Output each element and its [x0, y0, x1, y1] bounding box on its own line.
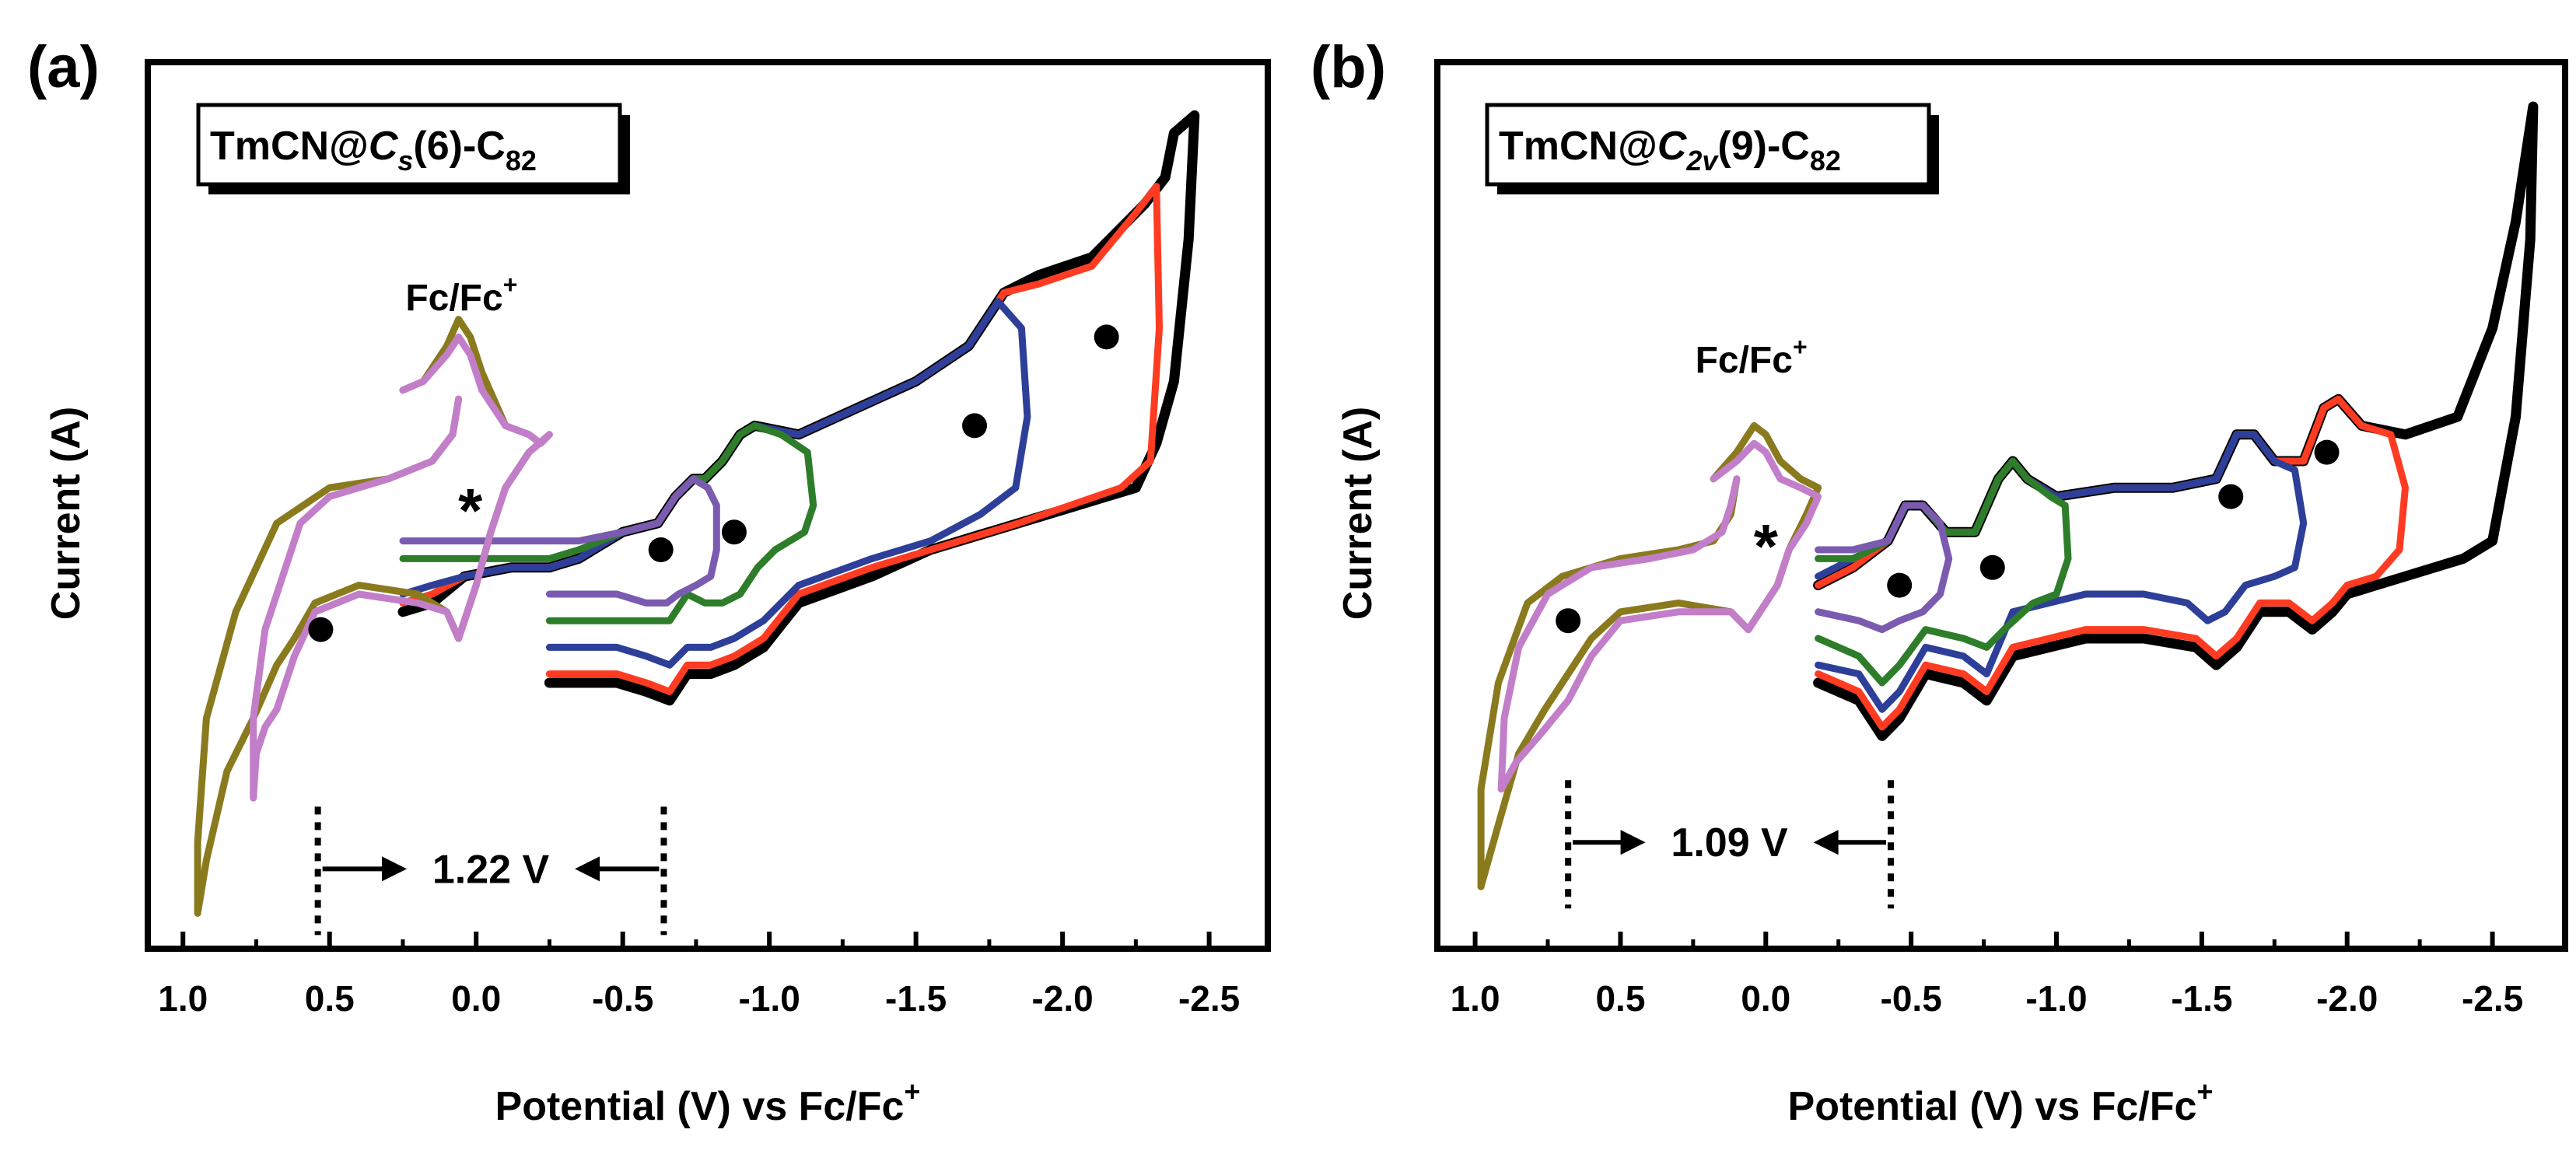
x-tick-label: -0.5	[1881, 978, 1942, 1019]
x-axis: 1.0 0.5 0.0 -0.5 -1.0 -1.5 -2.0 -2.5	[158, 932, 1240, 1019]
x-axis-label: Potential (V) vs Fc/Fc+	[1788, 1075, 2214, 1129]
x-tick-label: -1.0	[739, 978, 800, 1019]
title-box: TmCN@Cs(6)-C82	[196, 103, 630, 194]
gap-arrow-left-head	[382, 856, 408, 882]
ferrocene-label: Fc/Fc+	[1696, 333, 1808, 381]
data-dot-marker	[2314, 439, 2340, 465]
ferrocene-marker: *	[1754, 512, 1779, 581]
panel-title: TmCN@C2v(9)-C82	[1499, 124, 1841, 177]
gap-label: 1.22 V	[432, 847, 550, 892]
x-tick-label: -1.5	[2171, 978, 2232, 1019]
series-line-pink	[1497, 439, 1822, 793]
annotation-layer: * Fc/Fc+ 1.22 V	[308, 271, 1119, 935]
data-dot-marker	[308, 617, 334, 642]
panel-label: (b)	[1311, 34, 1386, 100]
x-tick-label: -2.0	[1031, 978, 1093, 1019]
annotation-layer: * Fc/Fc+ 1.09 V	[1556, 333, 2340, 909]
panel-a: (a) Current (A) TmCN@Cs(6)-C82 * Fc/Fc+ 1.…	[27, 34, 1271, 1129]
plot-frame	[145, 59, 1271, 952]
series-layer	[1477, 101, 2539, 890]
series-line-olive	[194, 316, 553, 917]
data-dot-marker	[962, 413, 988, 439]
series-line-olive	[1477, 421, 1822, 890]
series-line-blue	[399, 298, 1031, 669]
gap-arrow-left-head	[1620, 830, 1646, 855]
data-dot-marker	[1979, 554, 2005, 580]
x-tick-label: -1.5	[885, 978, 947, 1019]
data-dot-marker	[721, 519, 747, 545]
title-box-frame	[1485, 103, 1931, 187]
title-box: TmCN@C2v(9)-C82	[1485, 103, 1939, 194]
plot-frame	[1434, 59, 2568, 952]
data-dot-marker	[2218, 484, 2244, 509]
x-tick-label: -0.5	[592, 978, 653, 1019]
gap-arrow-right-head	[575, 856, 600, 882]
x-tick-label: -2.0	[2316, 978, 2378, 1019]
ferrocene-marker: *	[458, 476, 483, 545]
series-line-green	[399, 421, 817, 624]
gap-arrow-right-head	[1813, 830, 1839, 855]
data-dot-marker	[1556, 608, 1581, 634]
x-tick-label: 0.5	[1595, 978, 1645, 1019]
x-tick-label: 0.5	[305, 978, 355, 1019]
series-line-pink	[250, 333, 553, 802]
x-tick-label: -1.0	[2025, 978, 2087, 1019]
gap-label: 1.09 V	[1671, 820, 1788, 866]
data-dot-marker	[1094, 324, 1119, 350]
x-tick-label: 0.0	[1741, 978, 1790, 1019]
data-dot-marker	[1887, 572, 1913, 598]
series-line-purple	[1815, 502, 1953, 634]
x-tick-label: 0.0	[451, 978, 501, 1019]
y-axis-label: Current (A)	[44, 407, 89, 620]
ferrocene-label: Fc/Fc+	[405, 271, 517, 319]
data-dot-marker	[648, 537, 674, 562]
x-axis-label: Potential (V) vs Fc/Fc+	[495, 1075, 921, 1129]
series-line-purple	[399, 475, 720, 607]
panel-title: TmCN@Cs(6)-C82	[210, 124, 537, 177]
series-layer	[194, 110, 1200, 917]
x-tick-label: -2.5	[2462, 978, 2523, 1019]
x-axis: 1.0 0.5 0.0 -0.5 -1.0 -1.5 -2.0 -2.5	[1451, 932, 2523, 1019]
x-tick-label: 1.0	[1451, 978, 1500, 1019]
x-tick-label: 1.0	[158, 978, 208, 1019]
title-box-frame	[196, 103, 622, 187]
y-axis-label: Current (A)	[1335, 407, 1381, 620]
x-tick-label: -2.5	[1178, 978, 1240, 1019]
panel-b: (b) Current (A) TmCN@C2v(9)-C82 * Fc/Fc+ 1…	[1311, 34, 2568, 1129]
panel-label: (a)	[27, 34, 100, 100]
